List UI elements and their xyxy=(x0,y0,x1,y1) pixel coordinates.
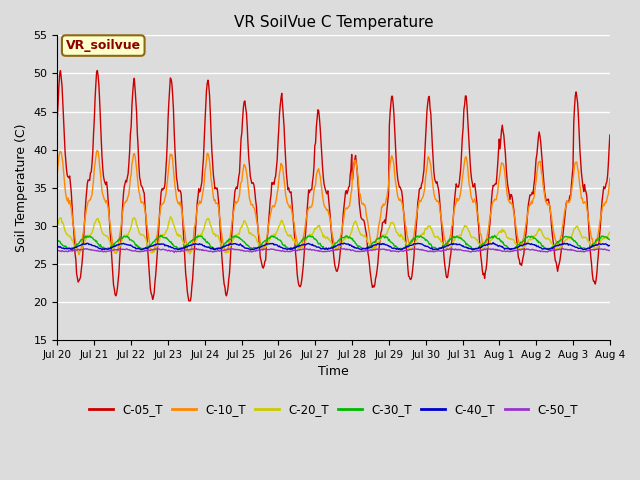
Y-axis label: Soil Temperature (C): Soil Temperature (C) xyxy=(15,123,28,252)
X-axis label: Time: Time xyxy=(318,365,349,379)
Text: VR_soilvue: VR_soilvue xyxy=(66,39,141,52)
Legend: C-05_T, C-10_T, C-20_T, C-30_T, C-40_T, C-50_T: C-05_T, C-10_T, C-20_T, C-30_T, C-40_T, … xyxy=(84,398,583,420)
Title: VR SoilVue C Temperature: VR SoilVue C Temperature xyxy=(234,15,433,30)
